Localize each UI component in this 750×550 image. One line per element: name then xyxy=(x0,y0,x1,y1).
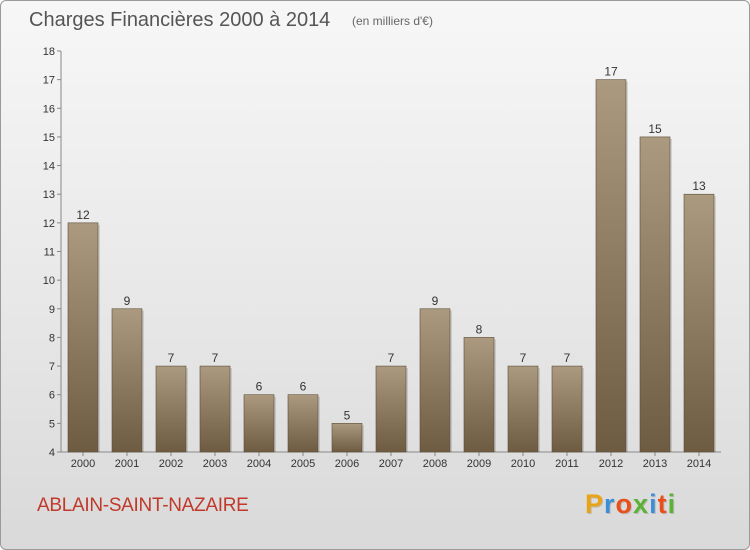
x-tick-label-2014: 2014 xyxy=(687,458,711,470)
logo-letter: P xyxy=(585,489,605,519)
y-tick-label: 14 xyxy=(43,161,55,173)
town-name: ABLAIN-SAINT-NAZAIRE xyxy=(37,495,249,516)
bar-2002 xyxy=(155,365,187,453)
bar-2005 xyxy=(287,394,319,453)
y-tick-label: 10 xyxy=(43,275,55,287)
bar-2013 xyxy=(639,136,671,453)
chart-subtitle: (en milliers d'€) xyxy=(352,14,433,28)
x-tick-label-2003: 2003 xyxy=(203,458,227,470)
bar-2009 xyxy=(463,337,495,453)
x-tick-label-2006: 2006 xyxy=(335,458,359,470)
y-tick-label: 5 xyxy=(49,418,55,430)
value-label-2000: 12 xyxy=(76,208,90,222)
bar-2012 xyxy=(595,79,627,453)
x-tick-label-2012: 2012 xyxy=(599,458,623,470)
value-label-2004: 6 xyxy=(256,380,263,394)
value-label-2014: 13 xyxy=(692,179,706,193)
value-label-2012: 17 xyxy=(604,65,618,79)
value-label-2011: 7 xyxy=(564,351,571,365)
logo-letter: i xyxy=(667,489,677,519)
x-tick-label-2007: 2007 xyxy=(379,458,403,470)
value-label-2009: 8 xyxy=(476,322,483,336)
y-tick-label: 4 xyxy=(49,447,55,459)
proxiti-logo: Proxiti xyxy=(585,489,676,520)
x-tick-label-2008: 2008 xyxy=(423,458,447,470)
y-tick-label: 7 xyxy=(49,361,55,373)
y-tick-label: 13 xyxy=(43,189,55,201)
bar-2010 xyxy=(507,365,539,453)
logo-letter: i xyxy=(649,489,658,519)
value-label-2005: 6 xyxy=(300,380,307,394)
chart-labels: 12 2000 9 2001 7 2002 7 2003 6 2004 6 2005 5 2006 7 200… xyxy=(71,65,711,470)
x-tick-label-2010: 2010 xyxy=(511,458,535,470)
bar-2000 xyxy=(67,222,99,453)
bar-2006 xyxy=(331,423,363,453)
x-tick-label-2005: 2005 xyxy=(291,458,315,470)
logo-letter: r xyxy=(604,489,616,519)
x-tick-label-2000: 2000 xyxy=(71,458,95,470)
x-tick-label-2004: 2004 xyxy=(247,458,271,470)
chart-title: Charges Financières 2000 à 2014 xyxy=(29,9,331,31)
bar-2011 xyxy=(551,365,583,453)
x-tick-label-2011: 2011 xyxy=(555,458,579,470)
y-tick-label: 11 xyxy=(44,247,55,259)
value-label-2006: 5 xyxy=(344,408,351,422)
logo-letter: o xyxy=(615,489,634,519)
value-label-2013: 15 xyxy=(648,122,662,136)
bar-2004 xyxy=(243,394,275,453)
y-tick-label: 16 xyxy=(43,103,55,115)
bar-2007 xyxy=(375,365,407,453)
value-label-2003: 7 xyxy=(212,351,219,365)
value-label-2008: 9 xyxy=(432,294,439,308)
x-tick-label-2001: 2001 xyxy=(115,458,139,470)
bar-2001 xyxy=(111,308,143,453)
value-label-2010: 7 xyxy=(520,351,527,365)
y-tick-label: 6 xyxy=(49,390,55,402)
chart-bars xyxy=(67,79,716,453)
bar-2003 xyxy=(199,365,231,453)
y-tick-label: 15 xyxy=(43,132,55,144)
x-tick-label-2002: 2002 xyxy=(159,458,183,470)
value-label-2007: 7 xyxy=(388,351,395,365)
x-tick-label-2009: 2009 xyxy=(467,458,491,470)
y-tick-label: 8 xyxy=(49,332,55,344)
logo-letter: t xyxy=(657,489,668,519)
y-tick-label: 9 xyxy=(49,304,55,316)
bar-2008 xyxy=(419,308,451,453)
value-label-2001: 9 xyxy=(124,294,131,308)
logo-letter: x xyxy=(633,489,650,519)
y-tick-label: 18 xyxy=(43,46,55,58)
x-tick-label-2013: 2013 xyxy=(643,458,667,470)
y-tick-label: 12 xyxy=(43,218,55,230)
bar-2014 xyxy=(683,193,715,453)
y-tick-label: 17 xyxy=(43,75,55,87)
value-label-2002: 7 xyxy=(168,351,175,365)
